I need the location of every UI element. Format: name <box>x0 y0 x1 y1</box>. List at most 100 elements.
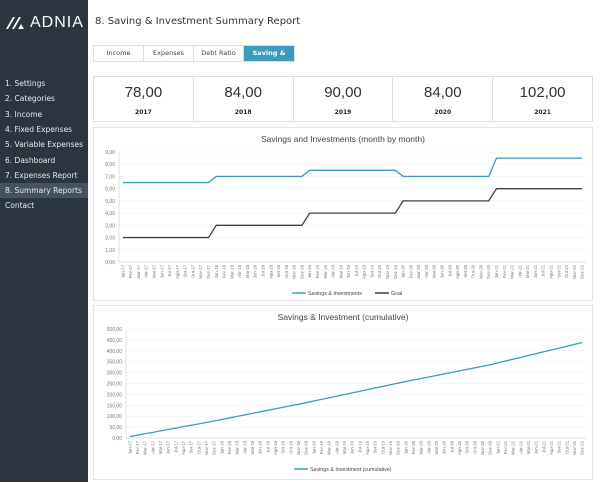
kpi-value: 84,00 <box>194 84 293 101</box>
x-tick-label: Dez-18 <box>299 264 304 278</box>
x-tick-label: Mai-18 <box>245 264 250 278</box>
x-tick-label: Mar-20 <box>416 264 421 278</box>
x-tick-label: Mar-21 <box>511 440 516 454</box>
y-tick-label: 9,00 <box>105 150 115 156</box>
y-tick-label: 300,00 <box>107 371 123 377</box>
x-tick-label: Jun-20 <box>442 440 447 454</box>
x-tick-label: Jul-20 <box>447 264 452 276</box>
x-tick-label: Jul-21 <box>541 440 546 452</box>
x-tick-label: Set-20 <box>465 440 470 453</box>
x-tick-label: Out-17 <box>190 264 195 278</box>
sidebar-item-dashboard[interactable]: 6. Dashboard <box>0 153 88 168</box>
x-tick-label: Ago-20 <box>455 264 460 278</box>
x-tick-label: Dez-19 <box>393 264 398 278</box>
x-tick-label: Set-18 <box>281 440 286 453</box>
x-tick-label: Nov-17 <box>204 440 209 454</box>
x-tick-label: Mai-21 <box>525 264 530 278</box>
kpi-card: 102,00 2021 <box>493 77 592 121</box>
x-tick-label: Fev-19 <box>315 264 320 278</box>
x-tick-label: Out-17 <box>196 440 201 454</box>
x-tick-label: Out-19 <box>380 440 385 454</box>
x-tick-label: Out-21 <box>564 264 569 278</box>
x-tick-label: Dez-17 <box>212 440 217 454</box>
sidebar-item-contact[interactable]: Contact <box>0 198 88 213</box>
kpi-year: 2020 <box>393 109 492 116</box>
x-tick-label: Jul-21 <box>541 264 546 276</box>
x-tick-label: Jun-19 <box>346 264 351 278</box>
tab-income[interactable]: Income <box>94 46 144 61</box>
sidebar-item-expenses-report[interactable]: 7. Expenses Report <box>0 168 88 183</box>
x-tick-label: Jan-21 <box>494 264 499 278</box>
x-tick-label: Jun-17 <box>166 440 171 454</box>
x-tick-label: Mai-18 <box>250 440 255 454</box>
sidebar-item-variable-expenses[interactable]: 5. Variable Expenses <box>0 137 88 152</box>
x-tick-label: Dez-20 <box>486 264 491 278</box>
sidebar-item-categories[interactable]: 2. Categories <box>0 91 88 106</box>
x-tick-label: Mar-19 <box>323 264 328 278</box>
kpi-value: 84,00 <box>393 84 492 101</box>
x-tick-label: Abr-19 <box>334 440 339 454</box>
x-tick-label: Mai-20 <box>434 440 439 454</box>
tab-expenses[interactable]: Expenses <box>144 46 194 61</box>
y-tick-label: 450,00 <box>107 338 123 344</box>
x-tick-label: Jul-19 <box>354 264 359 276</box>
kpi-year: 2021 <box>493 109 592 116</box>
tab-debt-ratio[interactable]: Debt Ratio <box>194 46 244 61</box>
x-tick-label: Nov-21 <box>572 264 577 278</box>
y-tick-label: 7,00 <box>105 174 115 180</box>
series-line-savings-investment-cumulative- <box>130 343 582 437</box>
brand-name: ADNIA <box>30 14 84 32</box>
x-tick-label: Nov-21 <box>572 440 577 454</box>
x-tick-label: Fev-20 <box>411 440 416 454</box>
x-tick-label: Mai-19 <box>338 264 343 278</box>
x-tick-label: Dez-17 <box>206 264 211 278</box>
x-tick-label: Fev-19 <box>319 440 324 454</box>
tab-saving-invest[interactable]: Saving & Invest. <box>244 46 294 61</box>
x-tick-label: Jan-19 <box>311 440 316 454</box>
kpi-value: 102,00 <box>493 84 592 101</box>
x-tick-label: Fev-21 <box>503 440 508 454</box>
y-tick-label: 250,00 <box>107 382 123 388</box>
y-tick-label: 5,00 <box>105 199 115 205</box>
sidebar-item-summary-reports[interactable]: 8. Summary Reports <box>0 183 88 198</box>
y-tick-label: 200,00 <box>107 392 123 398</box>
x-tick-label: Abr-20 <box>426 440 431 454</box>
x-tick-label: Mar-17 <box>143 440 148 454</box>
sidebar-item-income[interactable]: 3. Income <box>0 107 88 122</box>
y-tick-label: 0,00 <box>105 260 115 266</box>
x-tick-label: Fev-18 <box>222 264 227 278</box>
sidebar-item-settings[interactable]: 1. Settings <box>0 76 88 91</box>
x-tick-label: Set-17 <box>183 264 188 277</box>
x-tick-label: Fev-21 <box>502 264 507 278</box>
x-tick-label: Ago-21 <box>549 440 554 454</box>
x-tick-label: Nov-19 <box>385 264 390 278</box>
x-tick-label: Jun-19 <box>350 440 355 454</box>
x-tick-label: Ago-21 <box>548 264 553 278</box>
x-tick-label: Jul-17 <box>167 264 172 276</box>
y-tick-label: 350,00 <box>107 360 123 366</box>
legend-label: Savings & Investments <box>308 291 362 297</box>
y-tick-label: 3,00 <box>105 223 115 229</box>
x-tick-label: Jan-21 <box>495 440 500 454</box>
y-tick-label: 2,00 <box>105 236 115 242</box>
y-tick-label: 0,00 <box>112 436 122 442</box>
x-tick-label: Jan-17 <box>127 440 132 454</box>
x-tick-label: Jun-18 <box>258 440 263 454</box>
logo: ADNIA <box>5 14 84 32</box>
x-tick-label: Set-17 <box>189 440 194 453</box>
sidebar-item-fixed-expenses[interactable]: 4. Fixed Expenses <box>0 122 88 137</box>
x-tick-label: Dez-21 <box>580 440 585 454</box>
kpi-year: 2018 <box>194 109 293 116</box>
adnia-logo-icon <box>5 16 25 30</box>
x-tick-label: Mai-21 <box>526 440 531 454</box>
x-tick-label: Fev-20 <box>408 264 413 278</box>
x-tick-label: Dez-19 <box>396 440 401 454</box>
x-tick-label: Abr-18 <box>237 264 242 278</box>
y-tick-label: 500,00 <box>107 327 123 333</box>
x-tick-label: Mar-17 <box>136 264 141 278</box>
x-tick-label: Jun-20 <box>440 264 445 278</box>
y-tick-label: 1,00 <box>105 248 115 254</box>
